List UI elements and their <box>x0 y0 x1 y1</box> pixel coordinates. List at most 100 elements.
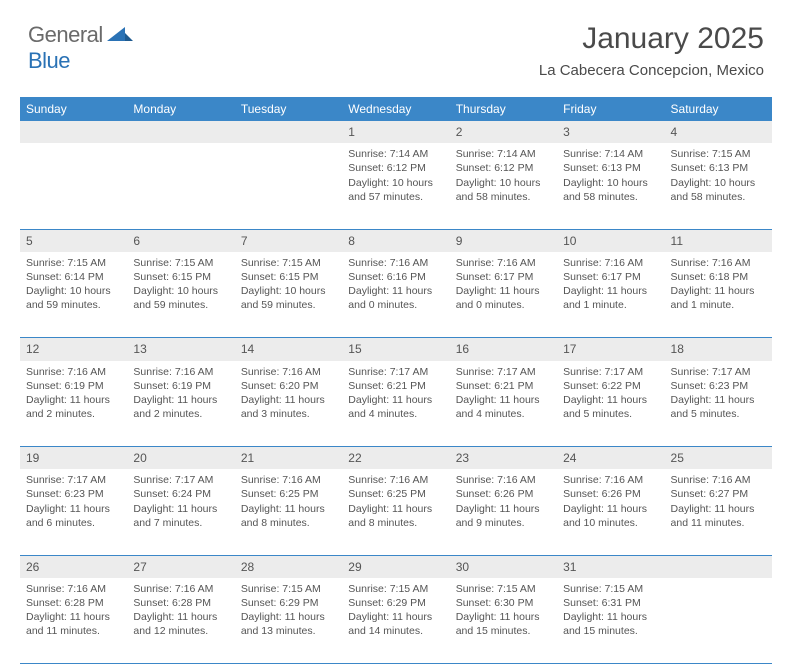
sunset-text: Sunset: 6:23 PM <box>671 379 766 393</box>
daynum-row: 12131415161718 <box>20 338 772 361</box>
daylight-text-1: Daylight: 10 hours <box>133 284 228 298</box>
day-number <box>20 121 127 143</box>
daylight-text-1: Daylight: 11 hours <box>241 502 336 516</box>
brand-part1: General <box>28 22 103 48</box>
day-number: 13 <box>127 338 234 361</box>
daylight-text-1: Daylight: 10 hours <box>241 284 336 298</box>
sunset-text: Sunset: 6:16 PM <box>348 270 443 284</box>
sunset-text: Sunset: 6:28 PM <box>133 596 228 610</box>
day-number: 21 <box>235 447 342 470</box>
daylight-text-2: and 59 minutes. <box>26 298 121 312</box>
day-cell: Sunrise: 7:16 AMSunset: 6:27 PMDaylight:… <box>665 469 772 555</box>
sunset-text: Sunset: 6:15 PM <box>133 270 228 284</box>
day-number: 27 <box>127 555 234 578</box>
daylight-text-1: Daylight: 10 hours <box>348 176 443 190</box>
daylight-text-1: Daylight: 10 hours <box>671 176 766 190</box>
daylight-text-2: and 3 minutes. <box>241 407 336 421</box>
day-cell: Sunrise: 7:16 AMSunset: 6:16 PMDaylight:… <box>342 252 449 338</box>
sunrise-text: Sunrise: 7:16 AM <box>241 365 336 379</box>
day-header-row: Sunday Monday Tuesday Wednesday Thursday… <box>20 97 772 121</box>
daylight-text-1: Daylight: 11 hours <box>563 502 658 516</box>
brand-triangle-icon <box>107 25 133 46</box>
day-number: 20 <box>127 447 234 470</box>
dh-mon: Monday <box>127 97 234 121</box>
sunrise-text: Sunrise: 7:17 AM <box>348 365 443 379</box>
day-number: 31 <box>557 555 664 578</box>
day-cell: Sunrise: 7:15 AMSunset: 6:29 PMDaylight:… <box>235 578 342 664</box>
sunrise-text: Sunrise: 7:16 AM <box>348 256 443 270</box>
day-number: 7 <box>235 229 342 252</box>
day-number: 19 <box>20 447 127 470</box>
sunset-text: Sunset: 6:12 PM <box>348 161 443 175</box>
day-cell: Sunrise: 7:17 AMSunset: 6:22 PMDaylight:… <box>557 361 664 447</box>
daylight-text-1: Daylight: 10 hours <box>26 284 121 298</box>
daylight-text-2: and 58 minutes. <box>563 190 658 204</box>
day-cell <box>665 578 772 664</box>
daylight-text-2: and 4 minutes. <box>348 407 443 421</box>
day-number <box>235 121 342 143</box>
sunrise-text: Sunrise: 7:16 AM <box>348 473 443 487</box>
daylight-text-2: and 58 minutes. <box>456 190 551 204</box>
sunset-text: Sunset: 6:23 PM <box>26 487 121 501</box>
sunrise-text: Sunrise: 7:15 AM <box>241 256 336 270</box>
day-number: 22 <box>342 447 449 470</box>
day-cell: Sunrise: 7:17 AMSunset: 6:21 PMDaylight:… <box>450 361 557 447</box>
day-cell: Sunrise: 7:16 AMSunset: 6:19 PMDaylight:… <box>127 361 234 447</box>
sunrise-text: Sunrise: 7:16 AM <box>671 473 766 487</box>
day-number: 9 <box>450 229 557 252</box>
day-cell: Sunrise: 7:16 AMSunset: 6:25 PMDaylight:… <box>235 469 342 555</box>
day-number: 15 <box>342 338 449 361</box>
day-cell: Sunrise: 7:15 AMSunset: 6:15 PMDaylight:… <box>235 252 342 338</box>
sunrise-text: Sunrise: 7:15 AM <box>26 256 121 270</box>
sunset-text: Sunset: 6:25 PM <box>348 487 443 501</box>
day-number: 11 <box>665 229 772 252</box>
sunset-text: Sunset: 6:22 PM <box>563 379 658 393</box>
day-cell: Sunrise: 7:15 AMSunset: 6:31 PMDaylight:… <box>557 578 664 664</box>
sunset-text: Sunset: 6:29 PM <box>348 596 443 610</box>
daylight-text-1: Daylight: 10 hours <box>563 176 658 190</box>
dh-thu: Thursday <box>450 97 557 121</box>
daylight-text-2: and 5 minutes. <box>563 407 658 421</box>
daylight-text-2: and 13 minutes. <box>241 624 336 638</box>
sunset-text: Sunset: 6:30 PM <box>456 596 551 610</box>
day-number: 23 <box>450 447 557 470</box>
sunset-text: Sunset: 6:15 PM <box>241 270 336 284</box>
sunrise-text: Sunrise: 7:16 AM <box>563 256 658 270</box>
sunrise-text: Sunrise: 7:17 AM <box>671 365 766 379</box>
sunset-text: Sunset: 6:26 PM <box>563 487 658 501</box>
day-number: 3 <box>557 121 664 143</box>
calendar-body: 1234Sunrise: 7:14 AMSunset: 6:12 PMDayli… <box>20 121 772 664</box>
daylight-text-2: and 14 minutes. <box>348 624 443 638</box>
daynum-row: 1234 <box>20 121 772 143</box>
week-row: Sunrise: 7:16 AMSunset: 6:19 PMDaylight:… <box>20 361 772 447</box>
day-cell: Sunrise: 7:16 AMSunset: 6:19 PMDaylight:… <box>20 361 127 447</box>
sunrise-text: Sunrise: 7:15 AM <box>671 147 766 161</box>
daylight-text-1: Daylight: 11 hours <box>671 502 766 516</box>
sunrise-text: Sunrise: 7:14 AM <box>456 147 551 161</box>
daylight-text-2: and 11 minutes. <box>26 624 121 638</box>
sunset-text: Sunset: 6:17 PM <box>563 270 658 284</box>
daylight-text-2: and 8 minutes. <box>241 516 336 530</box>
week-row: Sunrise: 7:14 AMSunset: 6:12 PMDaylight:… <box>20 143 772 229</box>
daylight-text-2: and 8 minutes. <box>348 516 443 530</box>
day-cell: Sunrise: 7:16 AMSunset: 6:28 PMDaylight:… <box>127 578 234 664</box>
sunrise-text: Sunrise: 7:17 AM <box>26 473 121 487</box>
day-cell: Sunrise: 7:14 AMSunset: 6:12 PMDaylight:… <box>342 143 449 229</box>
daylight-text-2: and 9 minutes. <box>456 516 551 530</box>
day-cell: Sunrise: 7:16 AMSunset: 6:17 PMDaylight:… <box>557 252 664 338</box>
day-number: 5 <box>20 229 127 252</box>
daylight-text-1: Daylight: 11 hours <box>348 284 443 298</box>
day-number: 26 <box>20 555 127 578</box>
daylight-text-2: and 0 minutes. <box>348 298 443 312</box>
day-cell <box>127 143 234 229</box>
day-number: 8 <box>342 229 449 252</box>
daylight-text-1: Daylight: 11 hours <box>241 393 336 407</box>
day-cell: Sunrise: 7:17 AMSunset: 6:21 PMDaylight:… <box>342 361 449 447</box>
day-cell: Sunrise: 7:16 AMSunset: 6:20 PMDaylight:… <box>235 361 342 447</box>
daylight-text-1: Daylight: 11 hours <box>563 393 658 407</box>
sunrise-text: Sunrise: 7:16 AM <box>456 473 551 487</box>
day-number <box>665 555 772 578</box>
day-cell: Sunrise: 7:16 AMSunset: 6:18 PMDaylight:… <box>665 252 772 338</box>
daylight-text-2: and 12 minutes. <box>133 624 228 638</box>
daylight-text-2: and 0 minutes. <box>456 298 551 312</box>
